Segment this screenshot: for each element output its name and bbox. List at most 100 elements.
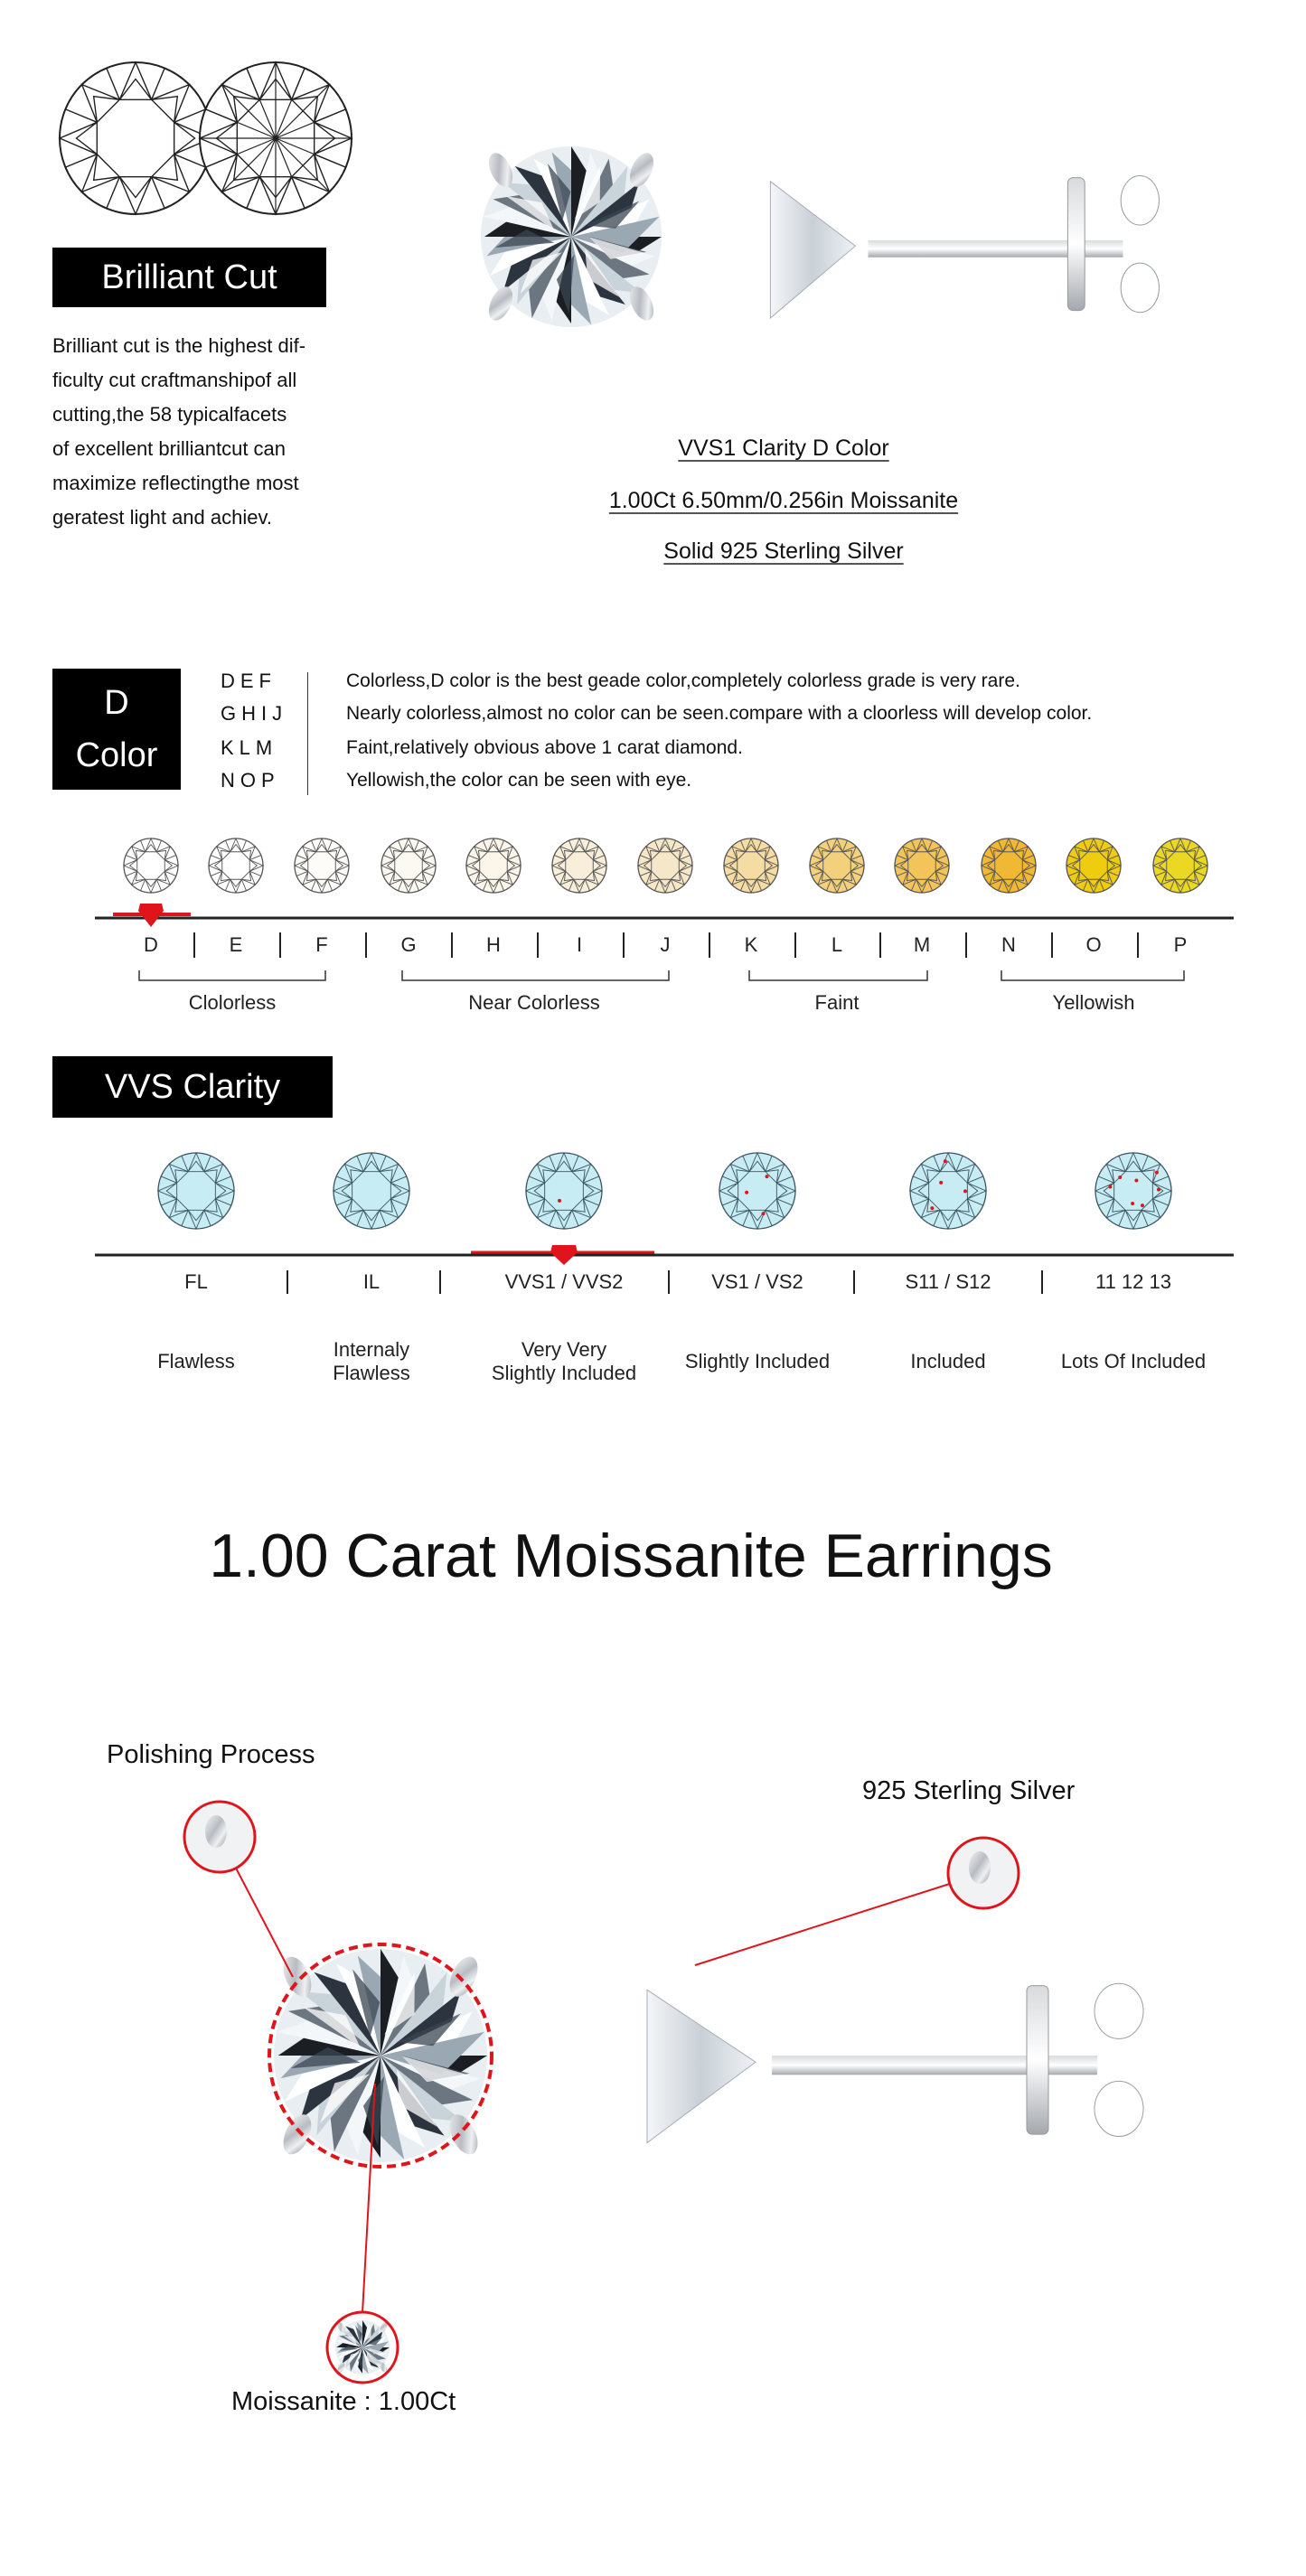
- heading-line: D: [104, 684, 129, 722]
- group-label-faint: Faint: [814, 991, 860, 1014]
- stone-facet: [366, 2337, 383, 2346]
- grade-separator: [278, 932, 281, 958]
- heading-line: Color: [75, 736, 158, 774]
- description-line: of excellent brilliantcut can: [52, 437, 287, 460]
- color-grade-letter: M: [913, 933, 931, 956]
- stone-facet: [534, 237, 571, 322]
- magnifier-ring: [183, 1800, 257, 1874]
- color-gem-J: [636, 837, 694, 895]
- clarity-grade: FL: [184, 1270, 208, 1293]
- stone-facet: [555, 237, 592, 325]
- stone-facet: [397, 2013, 461, 2047]
- clarity-grade: IL: [362, 1270, 381, 1293]
- stone-facet: [366, 2350, 377, 2365]
- top-front-earring: [481, 146, 662, 327]
- gem-facets: [207, 837, 265, 895]
- grade-separator: [879, 932, 881, 958]
- color-gem-D: [122, 837, 180, 895]
- stone-facet: [362, 2341, 390, 2353]
- clarity-gem: [718, 1151, 797, 1231]
- spec-text: Solid 925 Sterling Silver: [663, 539, 904, 564]
- stone-facet: [520, 252, 562, 295]
- color-gem-I: [550, 837, 608, 895]
- clarity-gem: [156, 1151, 236, 1231]
- inclusion-dot: [1140, 1204, 1144, 1208]
- group-label-near-colorless: Near Colorless: [468, 991, 600, 1014]
- inclusion-dot: [765, 1175, 769, 1179]
- prong: [283, 2114, 312, 2155]
- grade-letters: NOP: [221, 769, 280, 792]
- gem-facets: [1151, 837, 1209, 895]
- stone-facet: [320, 2074, 371, 2123]
- prong: [629, 286, 654, 321]
- grade-separator: [1051, 932, 1053, 958]
- stone-facet: [397, 2069, 437, 2127]
- grade-separator: [622, 932, 625, 958]
- grade-separator: [708, 932, 710, 958]
- callout-moissanite: Moissanite : 1.00Ct: [231, 2387, 456, 2416]
- stone-facet: [276, 2011, 381, 2056]
- grade-separator: [536, 932, 539, 958]
- color-grade-letter: I: [576, 933, 583, 956]
- magnified-prong: [969, 1851, 991, 1884]
- prong: [283, 1956, 312, 1997]
- spec-size: 1.00Ct 6.50mm/0.256in Moissanite: [512, 488, 1055, 514]
- color-gem-G: [380, 837, 437, 895]
- clarity-description: Flawless: [157, 1350, 235, 1373]
- brilliant-cut-description: Brilliant cut is the highest dif- ficult…: [52, 329, 305, 535]
- stone-facet: [358, 2352, 364, 2371]
- grade-letters: KLM: [221, 736, 278, 759]
- gem-facets: [1094, 1151, 1173, 1231]
- selected-clarity-marker: [550, 1245, 578, 1265]
- top-side-earring: [769, 175, 1160, 320]
- color-gem-H: [465, 837, 522, 895]
- grade-separator: [365, 932, 367, 958]
- color-gem-K: [722, 837, 780, 895]
- clarity-grade: S11 / S12: [905, 1270, 991, 1293]
- stone-facet: [357, 2347, 369, 2375]
- stone-facet: [588, 237, 647, 259]
- prong: [337, 2362, 345, 2373]
- gem-facets: [808, 837, 866, 895]
- inclusion-dot: [1108, 1185, 1113, 1189]
- gem-facets: [718, 1151, 797, 1231]
- stone-facet: [355, 2325, 362, 2343]
- brilliant-cut-pavilion-diagram: [198, 61, 353, 216]
- gem-facets: [524, 1151, 604, 1231]
- grade-separator: [668, 1270, 670, 1294]
- description-line: Flawless: [157, 1350, 235, 1372]
- inclusion-dot: [1134, 1178, 1139, 1183]
- stone-facet: [363, 2326, 371, 2343]
- clarity-gem: [1094, 1151, 1173, 1231]
- prong: [380, 2362, 388, 2373]
- group-bracket: [401, 970, 670, 981]
- callout-polishing-process: Polishing Process: [107, 1740, 315, 1769]
- pavilion-facet-line: [275, 137, 330, 192]
- stone-facet: [585, 201, 640, 229]
- prong: [488, 286, 513, 321]
- stone-facet: [384, 1972, 415, 2035]
- grade-separator: [451, 932, 453, 958]
- stone-facet: [327, 2056, 381, 2152]
- brilliant-cut-heading: Brilliant Cut: [52, 248, 326, 307]
- stone-facet: [347, 2352, 360, 2365]
- silver-magnifier: [946, 1836, 1020, 1910]
- stone-facet: [401, 2056, 469, 2083]
- prong: [380, 2322, 388, 2333]
- stone-facet: [337, 2346, 362, 2360]
- earring-back-plate: [1026, 1985, 1049, 2135]
- stone-facet: [336, 2056, 381, 2156]
- clarity-grade: 11 12 13: [1095, 1270, 1172, 1293]
- pavilion-facet-line: [246, 137, 277, 209]
- moissanite-magnifier-ring: [325, 2310, 399, 2384]
- pavilion-facet-line: [205, 108, 277, 139]
- inclusion-dot: [943, 1159, 947, 1164]
- vvs-clarity-heading: VVS Clarity: [52, 1056, 333, 1118]
- grade-separator: [1137, 932, 1139, 958]
- silver-leader-line: [694, 1872, 984, 1966]
- pavilion-facet-line: [221, 137, 277, 192]
- clarity-gem: [332, 1151, 411, 1231]
- description-line: Internaly: [333, 1338, 410, 1361]
- color-grade-letter: G: [400, 933, 417, 956]
